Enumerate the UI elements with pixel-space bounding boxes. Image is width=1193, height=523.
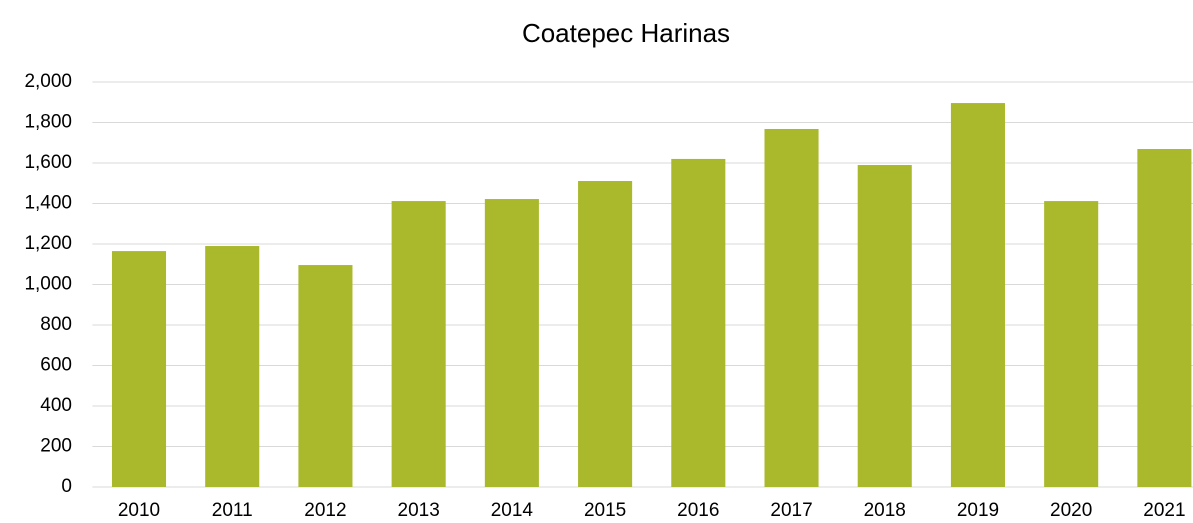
bar: [205, 246, 260, 487]
x-tick-label: 2016: [677, 500, 719, 521]
y-tick-label: 400: [40, 395, 72, 416]
bar: [764, 128, 819, 488]
bar: [111, 251, 167, 487]
y-tick-label: 600: [40, 355, 72, 376]
x-tick-label: 2017: [770, 500, 812, 521]
x-tick-label: 2019: [957, 500, 999, 521]
y-tick-label: 0: [61, 476, 72, 497]
chart-title: Coatepec Harinas: [522, 18, 730, 48]
y-tick-label: 2,000: [24, 71, 72, 92]
y-tick-label: 1,000: [24, 274, 72, 295]
bar: [950, 103, 1005, 487]
bar: [578, 181, 633, 487]
bar: [1137, 149, 1192, 487]
x-tick-label: 2014: [491, 500, 534, 521]
y-tick-label: 1,400: [24, 193, 72, 214]
x-tick-label: 2013: [398, 500, 440, 521]
x-tick-label: 2021: [1143, 500, 1185, 521]
x-tick-label: 2020: [1050, 500, 1092, 521]
y-tick-label: 200: [40, 436, 72, 457]
bar: [1044, 201, 1099, 487]
bar: [298, 265, 353, 487]
y-tick-label: 1,600: [24, 152, 72, 173]
y-tick-label: 800: [40, 314, 72, 335]
bar: [671, 158, 726, 487]
bar: [857, 165, 912, 487]
bar: [391, 201, 446, 487]
x-tick-label: 2011: [212, 500, 253, 521]
y-tick-label: 1,200: [24, 233, 72, 254]
bar: [484, 199, 539, 488]
x-tick-label: 2015: [584, 500, 626, 521]
x-tick-label: 2018: [864, 500, 906, 521]
y-tick-label: 1,800: [24, 112, 72, 133]
x-tick-label: 2010: [118, 500, 160, 521]
x-tick-label: 2012: [304, 500, 346, 521]
